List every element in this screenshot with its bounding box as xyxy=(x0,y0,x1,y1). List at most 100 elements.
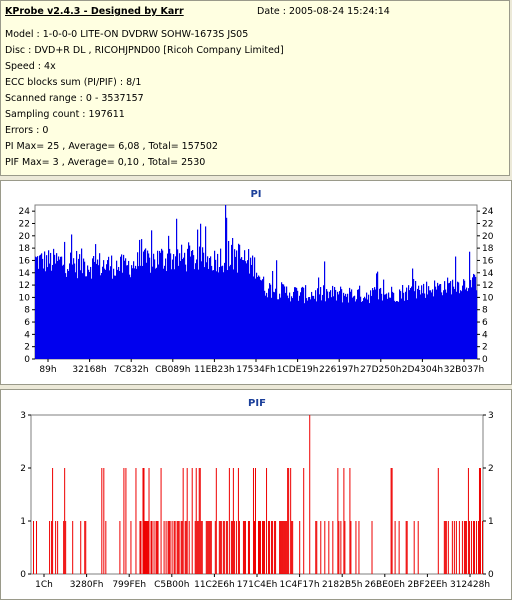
data-bar xyxy=(276,260,278,359)
data-bar xyxy=(328,521,330,574)
data-bar xyxy=(123,254,125,359)
data-bar xyxy=(159,250,161,359)
data-bar xyxy=(85,276,87,359)
y-tick-label: 1 xyxy=(20,517,26,527)
data-bar xyxy=(315,521,317,574)
data-bar xyxy=(463,279,465,359)
data-bar xyxy=(473,273,475,359)
data-bar xyxy=(423,283,425,359)
data-bar xyxy=(417,288,419,359)
data-bar xyxy=(459,293,461,359)
data-bar xyxy=(226,521,228,574)
data-bar xyxy=(116,260,118,359)
data-bar xyxy=(409,290,411,359)
data-bar xyxy=(329,291,331,359)
data-bar xyxy=(56,253,58,359)
data-bar xyxy=(185,521,187,574)
data-bar xyxy=(380,287,382,359)
data-bar xyxy=(355,521,357,574)
data-bar xyxy=(198,468,200,574)
data-bar xyxy=(309,297,311,359)
data-bar xyxy=(290,468,292,574)
data-bar xyxy=(145,248,147,359)
data-bar xyxy=(455,521,457,574)
data-bar xyxy=(394,521,396,574)
data-bar xyxy=(84,261,86,359)
data-bar xyxy=(292,298,294,359)
data-bar xyxy=(142,468,144,574)
x-tick-label: 7C832h xyxy=(114,365,149,375)
data-bar xyxy=(286,521,288,574)
data-bar xyxy=(37,256,39,359)
data-bar xyxy=(433,296,435,359)
data-bar xyxy=(78,258,80,359)
data-bar xyxy=(382,300,384,359)
data-bar xyxy=(147,250,149,359)
data-bar xyxy=(230,264,232,359)
data-bar xyxy=(440,284,442,359)
data-bar xyxy=(269,521,271,574)
data-bar xyxy=(453,286,455,359)
data-bar xyxy=(127,265,129,359)
data-bar xyxy=(101,273,103,359)
data-bar xyxy=(387,298,389,359)
data-bar xyxy=(279,293,281,359)
data-bar xyxy=(239,244,241,359)
data-bar xyxy=(119,271,121,359)
info-ecc: ECC blocks sum (PI/PIF) : 8/1 xyxy=(5,77,142,88)
app-title: KProbe v2.4.3 - Designed by Karr xyxy=(5,6,184,17)
data-bar xyxy=(413,521,415,574)
data-bar xyxy=(58,256,60,359)
data-bar xyxy=(275,288,277,359)
data-bar xyxy=(210,521,212,574)
data-bar xyxy=(294,287,296,359)
data-bar xyxy=(85,521,87,574)
data-bar xyxy=(147,521,149,574)
data-bar xyxy=(203,252,205,359)
data-bar xyxy=(272,521,274,574)
data-bar xyxy=(350,521,352,574)
data-bar xyxy=(113,268,115,359)
info-pif-stats: PIF Max= 3 , Average= 0,10 , Total= 2530 xyxy=(5,157,206,168)
data-bar xyxy=(227,270,229,359)
data-bar xyxy=(215,259,217,359)
data-bar xyxy=(245,261,247,359)
data-bar xyxy=(439,284,441,359)
chart-title: PI xyxy=(250,189,261,200)
data-bar xyxy=(278,299,280,359)
data-bar xyxy=(80,521,82,574)
data-bar xyxy=(275,521,277,574)
y-tick-label-right: 16 xyxy=(482,256,494,266)
x-tick-label: 1C4F17h xyxy=(280,580,320,590)
data-bar xyxy=(71,234,73,359)
data-bar xyxy=(340,286,342,359)
data-bar xyxy=(273,291,275,359)
data-bar xyxy=(449,282,451,359)
data-bar xyxy=(132,268,134,359)
data-bar xyxy=(46,255,48,359)
data-bar xyxy=(183,257,185,359)
data-bar xyxy=(51,270,53,359)
data-bar xyxy=(135,265,137,359)
data-bar xyxy=(39,255,41,359)
data-bar xyxy=(332,285,334,359)
data-bar xyxy=(363,298,365,359)
data-bar xyxy=(144,521,146,574)
data-bar xyxy=(291,296,293,359)
data-bar xyxy=(445,521,447,574)
data-bar xyxy=(325,301,327,359)
data-bar xyxy=(468,288,470,359)
data-bar xyxy=(72,521,74,574)
data-bar xyxy=(306,298,308,359)
data-bar xyxy=(271,297,273,359)
data-bar xyxy=(359,285,361,359)
data-bar xyxy=(213,270,215,359)
data-bar xyxy=(211,265,213,359)
data-bar xyxy=(209,258,211,359)
data-bar xyxy=(84,521,86,574)
data-bar xyxy=(210,256,212,359)
data-bar xyxy=(176,218,178,359)
data-bar xyxy=(300,292,302,359)
data-bar xyxy=(416,298,418,359)
data-bar xyxy=(200,223,202,359)
